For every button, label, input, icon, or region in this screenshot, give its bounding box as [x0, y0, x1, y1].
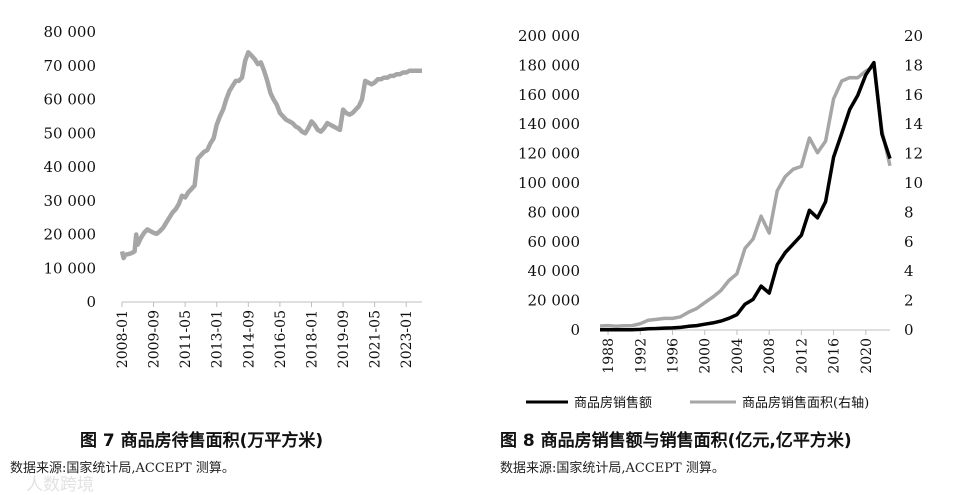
- y-right-tick-label: 2: [904, 292, 914, 310]
- y-left-tick-label: 160 000: [518, 86, 580, 104]
- x-tick-label: 2016: [827, 338, 843, 374]
- x-tick-label: 2008-01: [115, 310, 131, 368]
- figure-7-caption: 图 7 商品房待售面积(万平方米): [80, 431, 324, 451]
- y-left-tick-label: 200 000: [518, 27, 580, 45]
- y-left-tick-label: 40 000: [528, 262, 581, 280]
- y-left-tick-label: 140 000: [518, 115, 580, 133]
- y-left-axis-ticks: 0 20 000 40 000 60 000 80 000 100 000 120 000 1…: [518, 27, 580, 339]
- x-tick-label: 2016-05: [273, 310, 289, 368]
- x-tick-label: 2011-05: [178, 310, 194, 368]
- x-tick-label: 2014-09: [241, 310, 257, 368]
- x-tick-label: 1996: [666, 338, 682, 374]
- legend-label-sales-revenue: 商品房销售额: [574, 395, 652, 411]
- figure-8-source: 数据来源:国家统计局,ACCEPT 测算。: [500, 461, 725, 476]
- legend-label-sales-area: 商品房销售面积(右轴): [742, 395, 869, 411]
- y-right-tick-label: 8: [904, 203, 914, 221]
- x-tick-label: 2009-09: [147, 310, 163, 368]
- chart-unsold-area: 0 10 000 20 000 30 000 40 000 50 000 60 000 70 …: [44, 23, 422, 368]
- figure-8-caption: 图 8 商品房销售额与销售面积(亿元,亿平方米): [500, 431, 852, 451]
- watermark: 人数跨境: [26, 475, 94, 495]
- y-right-axis-ticks: 0 2 4 6 8 10 12 14 16 18 20: [904, 27, 923, 339]
- y-tick-label: 30 000: [44, 192, 97, 210]
- y-left-tick-label: 60 000: [528, 233, 581, 251]
- y-right-tick-label: 4: [904, 262, 914, 280]
- x-tick-label: 2012: [794, 338, 810, 374]
- y-left-tick-label: 100 000: [518, 174, 580, 192]
- series-line-unsold-area: [119, 50, 422, 261]
- y-tick-label: 80 000: [44, 23, 97, 41]
- chart-sales-revenue-and-area: 0 20 000 40 000 60 000 80 000 100 000 120 000 1…: [518, 27, 923, 411]
- y-tick-label: 20 000: [44, 226, 97, 244]
- y-left-tick-label: 80 000: [528, 203, 581, 221]
- series-lines: [119, 50, 422, 261]
- x-axis-ticks: 1988 1992 1996 2000 2004 2008 2012 2016 2020: [601, 330, 875, 374]
- y-right-tick-label: 6: [904, 233, 914, 251]
- y-left-tick-label: 20 000: [528, 292, 581, 310]
- x-tick-label: 2008: [762, 338, 778, 374]
- y-axis-ticks: 0 10 000 20 000 30 000 40 000 50 000 60 000 70 …: [44, 23, 97, 311]
- x-tick-label: 2000: [698, 338, 714, 374]
- x-tick-label: 2004: [730, 338, 746, 374]
- y-tick-label: 10 000: [44, 259, 97, 277]
- y-right-tick-label: 12: [904, 145, 923, 163]
- y-tick-label: 50 000: [44, 124, 97, 142]
- y-right-tick-label: 0: [904, 321, 914, 339]
- x-tick-label: 1992: [633, 338, 649, 374]
- x-tick-label: 2018-01: [304, 310, 320, 368]
- series-line-sales-area: [599, 64, 892, 329]
- y-right-tick-label: 14: [904, 115, 923, 133]
- y-tick-label: 0: [86, 293, 96, 311]
- y-left-tick-label: 120 000: [518, 145, 580, 163]
- series-line-sales-revenue: [600, 60, 892, 332]
- figure-7-source: 数据来源:国家统计局,ACCEPT 测算。: [10, 461, 235, 476]
- y-tick-label: 60 000: [44, 91, 97, 109]
- x-tick-label: 1988: [601, 338, 617, 374]
- y-right-tick-label: 20: [904, 27, 923, 45]
- y-left-tick-label: 180 000: [518, 56, 580, 74]
- y-right-tick-label: 16: [904, 86, 923, 104]
- x-tick-label: 2021-05: [368, 310, 384, 368]
- x-tick-label: 2013-01: [210, 310, 226, 368]
- y-right-tick-label: 10: [904, 174, 923, 192]
- x-axis-ticks: 2008-01 2009-09 2011-05 2013-01 2014-09 2016-…: [115, 302, 415, 368]
- x-tick-label: 2019-09: [336, 310, 352, 368]
- chart-legend: 商品房销售额 商品房销售面积(右轴): [526, 395, 869, 411]
- series-lines: [599, 60, 892, 332]
- y-right-tick-label: 18: [904, 56, 923, 74]
- x-tick-label: 2020: [859, 338, 875, 374]
- y-tick-label: 40 000: [44, 158, 97, 176]
- y-left-tick-label: 0: [570, 321, 580, 339]
- x-tick-label: 2023-01: [399, 310, 415, 368]
- y-tick-label: 70 000: [44, 57, 97, 75]
